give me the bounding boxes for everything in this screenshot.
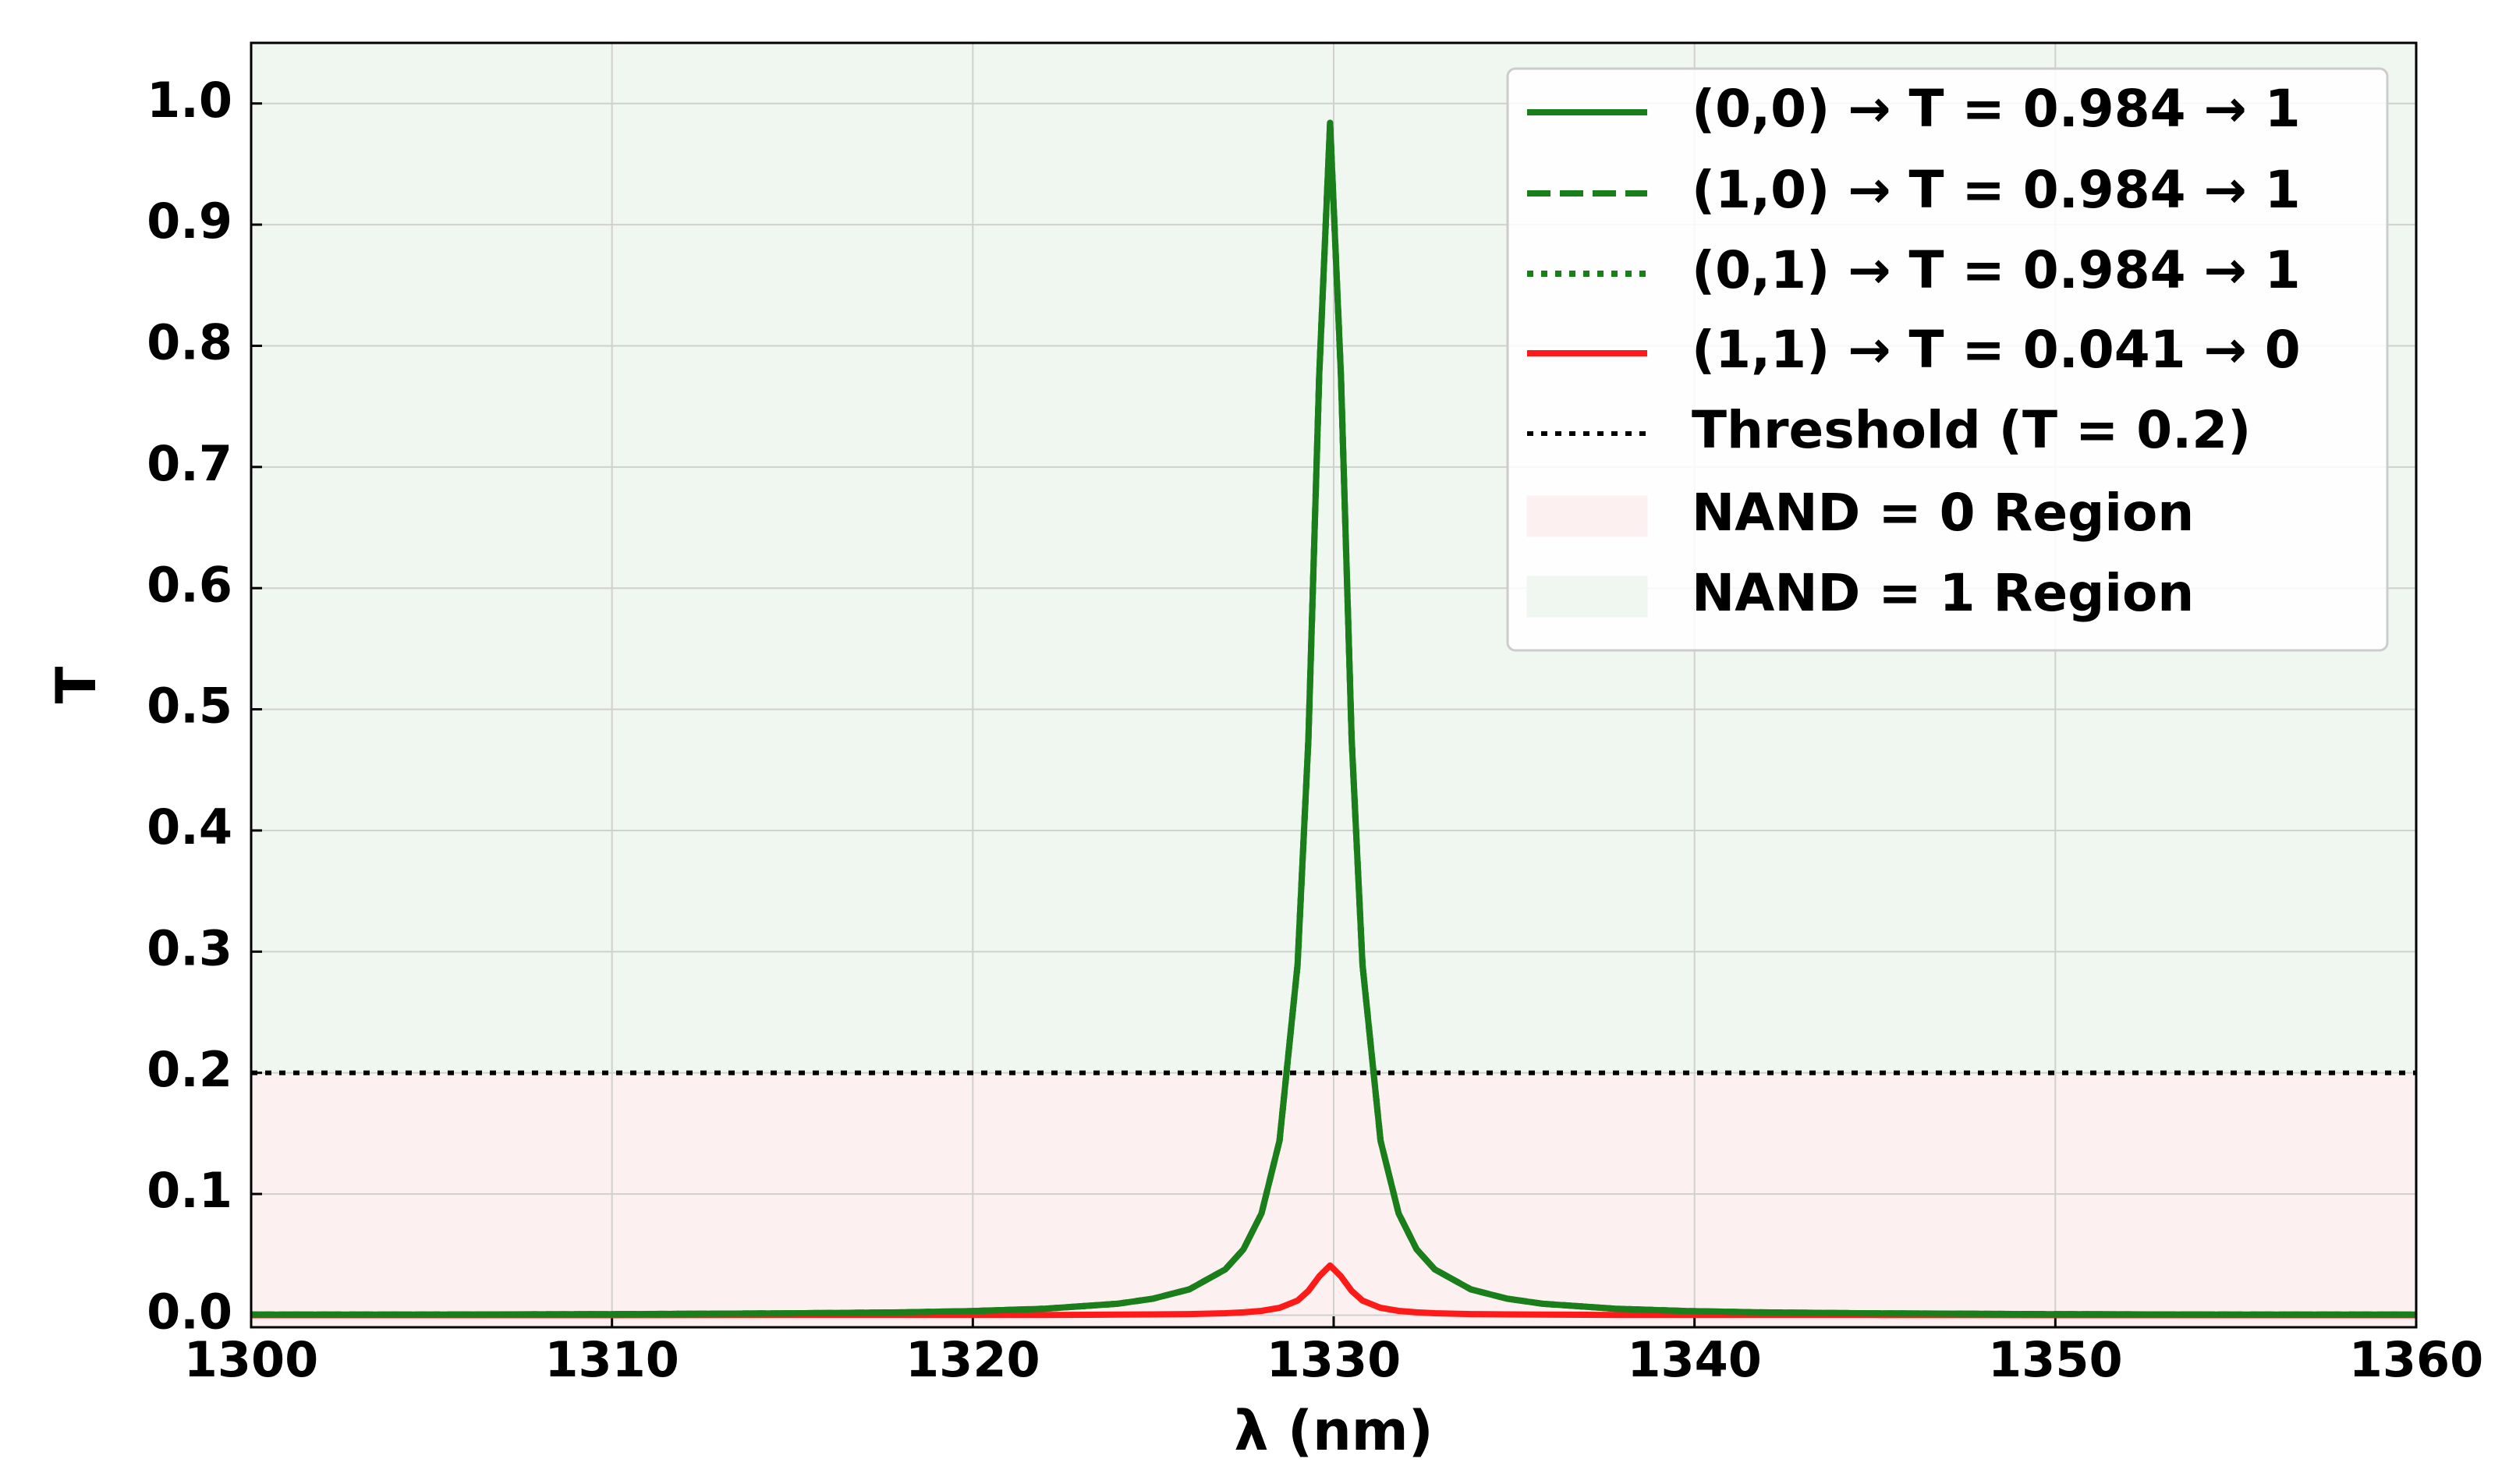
y-axis-label: T [44, 666, 108, 703]
legend-label: (0,1) → T = 0.984 → 1 [1692, 240, 2301, 300]
legend-label: NAND = 1 Region [1692, 563, 2194, 623]
y-tick-label: 0.3 [147, 919, 232, 976]
y-tick-label: 0.0 [147, 1284, 232, 1341]
y-tick-label: 0.2 [147, 1041, 232, 1098]
y-tick-label: 0.9 [147, 193, 232, 250]
y-tick-label: 0.7 [147, 435, 232, 492]
series-line [250, 119, 2417, 1318]
x-tick-label: 1310 [544, 1331, 679, 1388]
legend-swatch [1526, 576, 1648, 618]
y-tick-label: 1.0 [147, 72, 232, 129]
y-tick-label: 0.8 [147, 314, 232, 371]
x-tick-label: 1320 [905, 1331, 1040, 1388]
x-tick-label: 1330 [1267, 1331, 1402, 1388]
legend-label: Threshold (T = 0.2) [1692, 400, 2251, 460]
x-tick-label: 1360 [2349, 1331, 2484, 1388]
plot-frame [250, 41, 2418, 1329]
y-tick-label: 0.1 [147, 1162, 232, 1219]
legend-label: NAND = 0 Region [1692, 483, 2194, 543]
legend-label: (1,1) → T = 0.041 → 0 [1692, 320, 2301, 380]
x-tick-label: 1300 [184, 1331, 319, 1388]
y-tick-label: 0.6 [147, 556, 232, 613]
legend-label: (0,0) → T = 0.984 → 1 [1692, 79, 2301, 139]
legend-label: (1,0) → T = 0.984 → 1 [1692, 160, 2301, 220]
legend-box [1506, 67, 2389, 652]
series-line [251, 1262, 2416, 1319]
legend-swatch [1526, 495, 1648, 537]
y-tick-label: 0.4 [147, 799, 232, 855]
x-tick-label: 1350 [1988, 1331, 2123, 1388]
y-tick-label: 0.5 [147, 678, 232, 735]
x-tick-label: 1340 [1627, 1331, 1762, 1388]
legend: (0,0) → T = 0.984 → 1 (1,0) → T = 0.984 →… [1506, 67, 2389, 652]
x-axis-label: λ (nm) [1234, 1399, 1433, 1463]
